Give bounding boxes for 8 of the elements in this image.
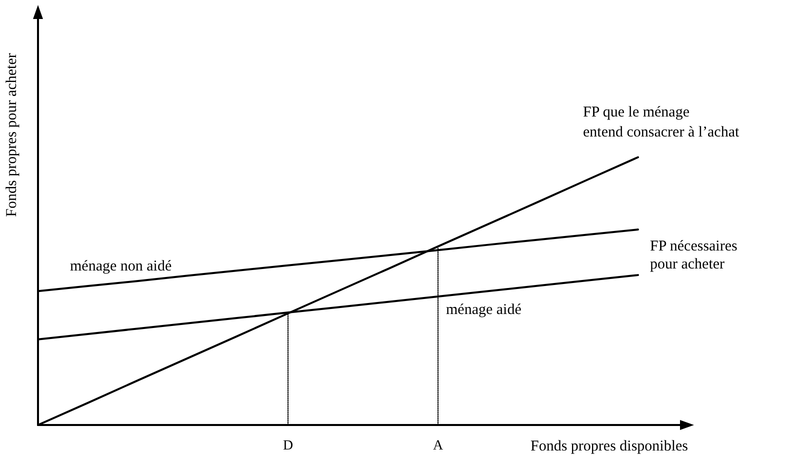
x-tick-label: A <box>432 438 444 454</box>
annotation: FP nécessaires pour acheter <box>650 238 738 273</box>
x-axis-title: Fonds propres disponibles <box>530 438 688 454</box>
text: FP que le ménage entend consacrer à l’achat <box>583 104 740 140</box>
series-label: ménage aidé <box>446 302 522 318</box>
series-label: ménage non aidé <box>70 258 172 275</box>
y-axis-title: Fonds propres pour acheter <box>4 53 20 217</box>
x-tick-label: D <box>282 438 294 454</box>
